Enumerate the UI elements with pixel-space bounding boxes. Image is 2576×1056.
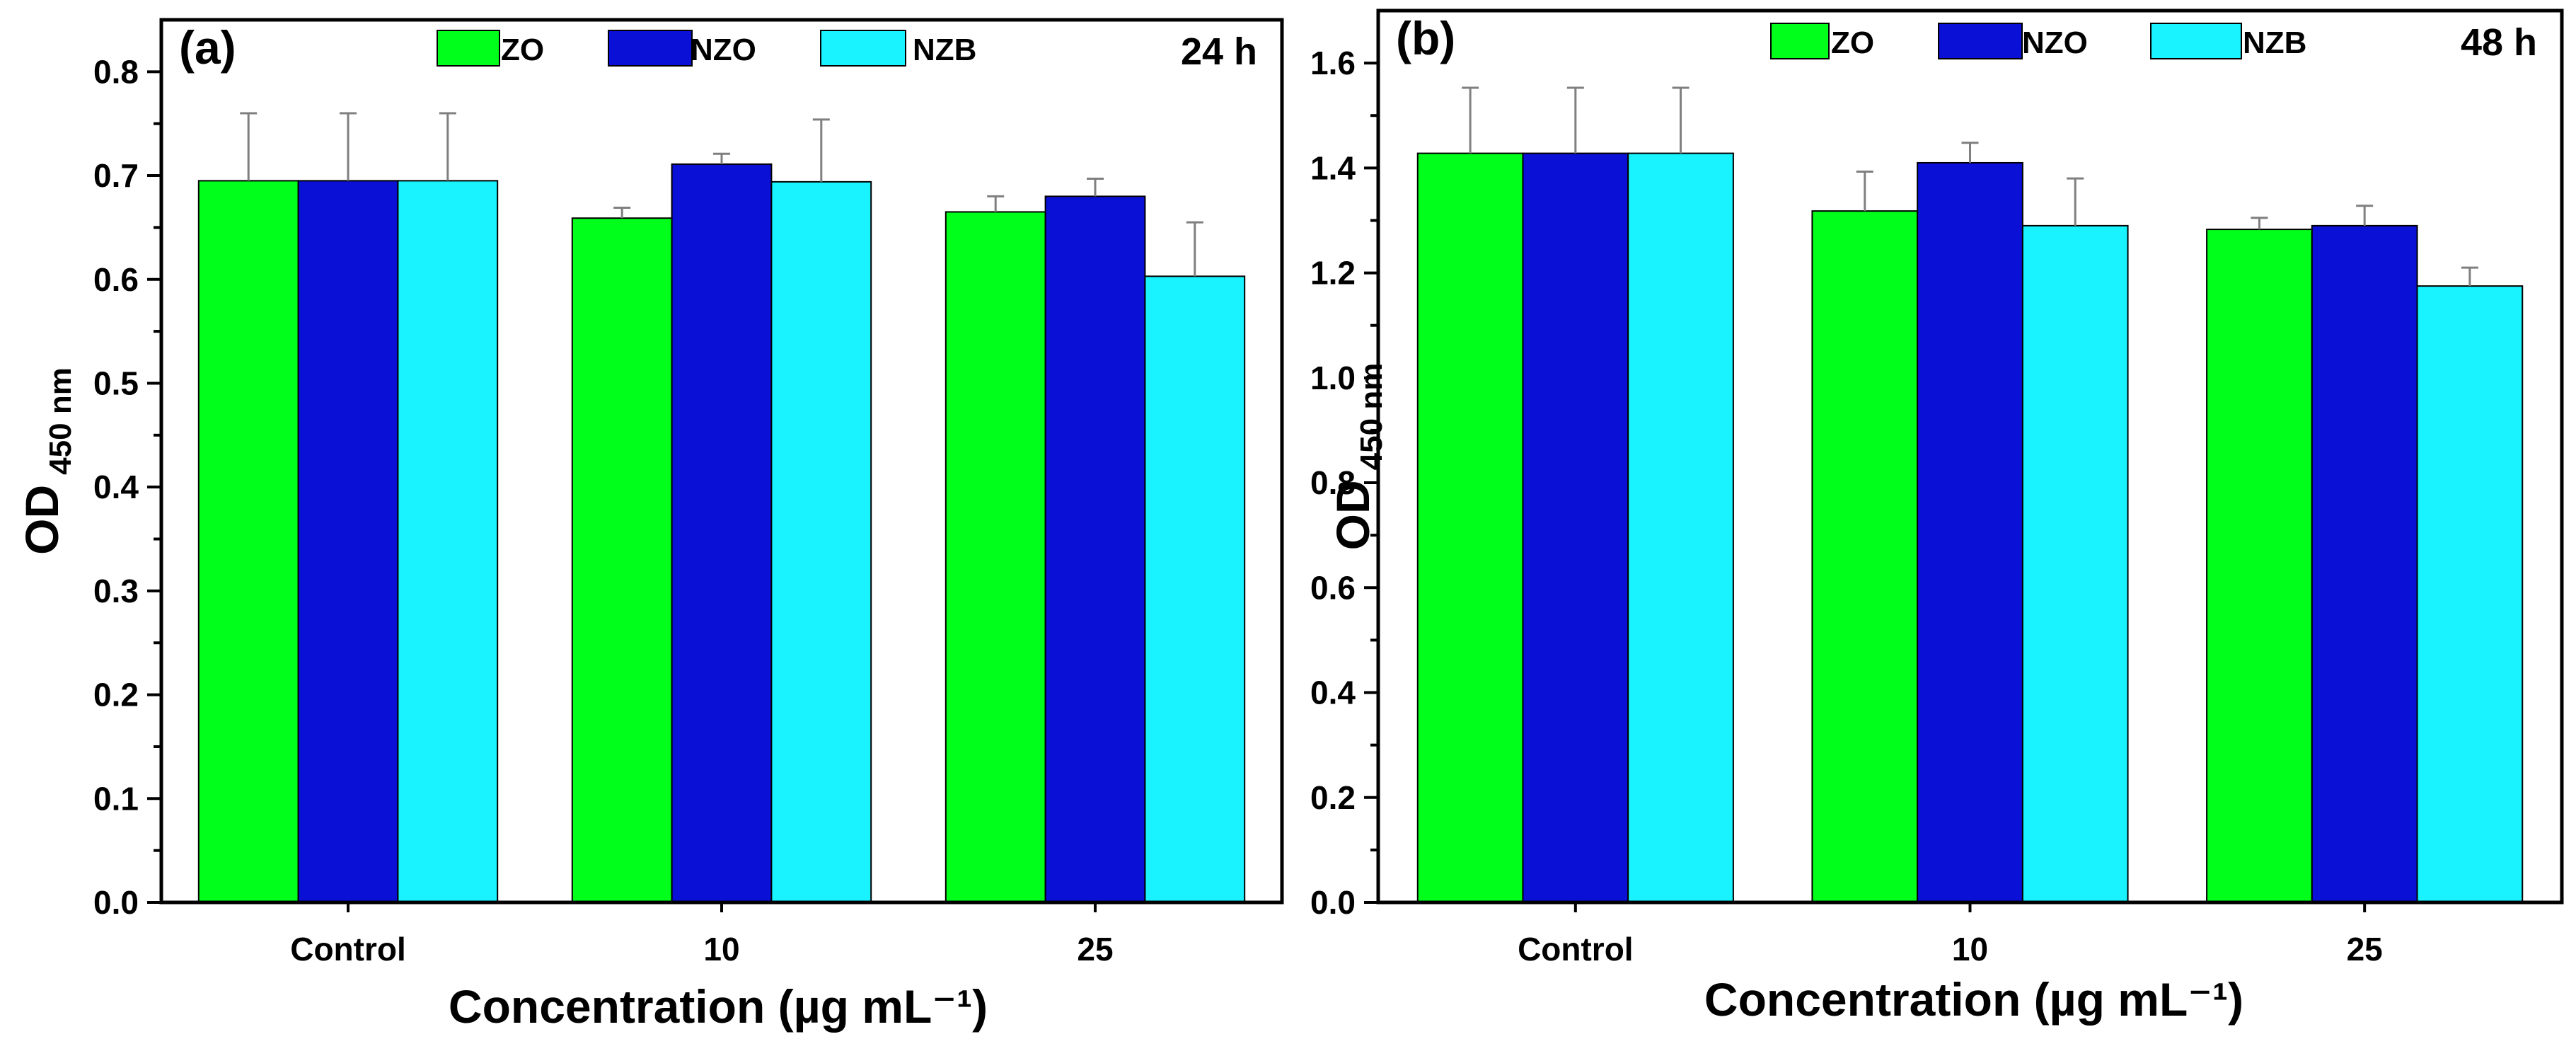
error-bar-zo-10 — [1856, 171, 1873, 212]
y-axis-title-main: OD — [16, 485, 68, 555]
error-bar-nzo-control — [340, 112, 357, 181]
error-bar-nzb-25 — [2461, 266, 2478, 287]
bar-nzo-25 — [1044, 195, 1146, 903]
chart-panel-b: 0.0 0.2 0.4 0.6 0.8 1.0 1.2 1.4 1.6 Control 10 25 Co… — [1310, 8, 2564, 1026]
error-bar-nzo-25 — [2356, 205, 2374, 226]
legend: ZO NZO NZB — [437, 30, 976, 67]
x-tick-label: 10 — [1952, 931, 1988, 968]
y-axis-title: OD 450 nm — [1327, 363, 1389, 551]
bar-nzb-control — [1627, 152, 1734, 904]
bar-nzb-10 — [2021, 224, 2129, 904]
x-tick-label: 25 — [2347, 931, 2383, 968]
bar-nzo-10 — [1917, 161, 2023, 904]
error-bar-nzb-10 — [2067, 177, 2084, 226]
chart-panel-a: 0.0 0.1 0.2 0.3 0.4 0.5 0.6 0.7 0.8 Control 10 25 Co… — [16, 18, 1284, 1033]
x-tick-label: Control — [290, 931, 406, 968]
bar-nzo-control — [1522, 152, 1629, 904]
bar-nzb-control — [397, 180, 499, 904]
bar-zo-control — [1416, 152, 1524, 904]
time-label: 48 h — [2461, 21, 2537, 64]
y-axis-title-subscript: 450 nm — [43, 367, 78, 475]
y-tick-label: 0.2 — [1310, 779, 1356, 816]
legend-label-nzb: NZB — [913, 33, 976, 67]
y-tick-label: 1.4 — [1310, 149, 1356, 186]
error-bar-nzb-control — [1672, 86, 1690, 154]
y-tick-label: 0.6 — [93, 261, 139, 298]
error-bar-nzo-control — [1566, 86, 1584, 154]
x-axis-title: Concentration (µg mL⁻¹) — [449, 980, 988, 1033]
x-axis-title: Concentration (µg mL⁻¹) — [1704, 973, 2243, 1026]
y-tick-label: 0.2 — [93, 677, 139, 713]
bar-zo-10 — [571, 217, 673, 903]
error-bar-zo-control — [240, 112, 258, 181]
y-tick-label: 1.6 — [1310, 45, 1356, 81]
y-tick-label: 0.4 — [93, 469, 139, 505]
panel-label: (b) — [1396, 12, 1455, 64]
legend-swatch-nzo — [1938, 23, 2023, 59]
y-tick-label: 0.6 — [1310, 569, 1356, 606]
bar-nzb-25 — [2416, 285, 2524, 903]
y-tick-label: 1.2 — [1310, 255, 1356, 292]
x-tick-label: 25 — [1077, 931, 1113, 968]
bar-nzo-10 — [671, 163, 773, 904]
error-bar-nzo-10 — [713, 152, 730, 164]
legend-swatch-zo — [1770, 23, 1830, 59]
y-tick-label: 0.4 — [1310, 675, 1356, 711]
y-axis-title: OD 450 nm — [16, 367, 78, 555]
error-bar-zo-25 — [987, 195, 1005, 212]
y-tick-label: 0.8 — [93, 53, 139, 90]
legend-swatch-nzo — [608, 30, 693, 67]
y-tick-label: 0.3 — [93, 573, 139, 609]
error-bar-nzb-10 — [812, 118, 830, 182]
y-tick-label: 0.8 — [1310, 464, 1356, 501]
y-tick-label: 0.5 — [93, 365, 139, 401]
x-tick-label: 10 — [703, 931, 739, 968]
y-axis-title-subscript: 450 nm — [1354, 363, 1389, 471]
time-label: 24 h — [1181, 30, 1257, 73]
error-bar-zo-25 — [2251, 217, 2268, 230]
bar-nzo-25 — [2311, 224, 2418, 904]
x-tick-label: Control — [1518, 931, 1634, 968]
error-bar-zo-control — [1462, 86, 1479, 154]
legend-label-nzo: NZO — [691, 33, 756, 67]
bar-nzo-control — [297, 180, 399, 904]
legend-swatch-zo — [437, 30, 500, 67]
error-bar-nzb-25 — [1186, 221, 1203, 277]
y-tick-label: 0.0 — [93, 884, 139, 921]
legend-label-zo: ZO — [501, 33, 544, 67]
error-bar-nzo-10 — [1961, 142, 1979, 163]
error-bar-nzb-control — [439, 112, 456, 181]
error-bar-nzo-25 — [1087, 177, 1104, 197]
bar-zo-25 — [945, 211, 1046, 903]
panel-label: (a) — [179, 21, 236, 74]
y-tick-label: 0.7 — [93, 157, 139, 194]
legend-label-nzb: NZB — [2243, 25, 2306, 60]
bar-zo-25 — [2206, 229, 2313, 903]
y-axis-title-main: OD — [1327, 480, 1379, 550]
legend-label-nzo: NZO — [2022, 25, 2088, 60]
y-tick-label: 0.0 — [1310, 884, 1356, 921]
bar-zo-10 — [1811, 210, 1919, 904]
legend: ZO NZO NZB — [1770, 23, 2306, 60]
error-bar-zo-10 — [613, 207, 631, 219]
bar-nzb-25 — [1144, 275, 1246, 903]
y-tick-label: 1.0 — [1310, 360, 1356, 396]
legend-swatch-nzb — [2150, 23, 2242, 59]
y-tick-label: 0.1 — [93, 780, 139, 817]
bar-zo-control — [197, 180, 299, 904]
legend-swatch-nzb — [820, 30, 906, 67]
legend-label-zo: ZO — [1831, 25, 1874, 60]
bar-nzb-10 — [770, 180, 872, 903]
